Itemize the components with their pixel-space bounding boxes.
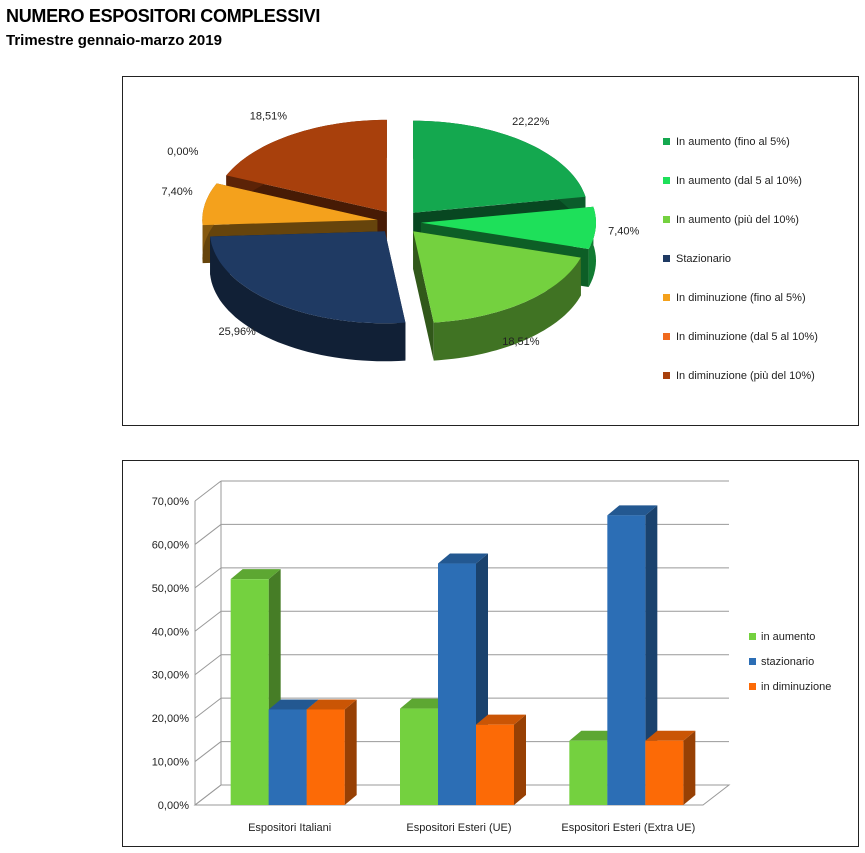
- pie-legend: In aumento (fino al 5%) In aumento (dal 5…: [663, 136, 818, 382]
- y-tick-label: 0,00%: [158, 800, 189, 812]
- bar-legend-label: in aumento: [761, 631, 815, 643]
- pie-slice: [210, 231, 406, 324]
- bar-top: [268, 699, 319, 710]
- pie-slice: [413, 231, 581, 323]
- bar: [645, 740, 684, 805]
- pie-legend-swatch: [663, 333, 670, 340]
- bar-top: [476, 714, 526, 725]
- pie-legend-label: Stazionario: [676, 253, 731, 265]
- y-tick-label: 10,00%: [152, 757, 190, 769]
- y-tick-label: 60,00%: [152, 539, 190, 551]
- bar: [438, 563, 476, 805]
- gridline-side: [194, 654, 222, 676]
- floor: [193, 784, 731, 806]
- bar-top: [400, 698, 450, 709]
- pie-slice-wall: [413, 231, 434, 361]
- x-category-label: Espositori Esteri (UE): [406, 822, 511, 834]
- bar-legend-label: stazionario: [761, 656, 814, 668]
- pie-legend-swatch: [663, 216, 670, 223]
- bar-chart: 0,00% 10,00% 20,00% 30,00% 40,00% 50,00% 60,00…: [152, 480, 831, 834]
- pie-data-label: 18,51%: [250, 110, 288, 122]
- x-category-label: Espositori Esteri (Extra UE): [561, 822, 695, 834]
- bar-legend-label: in diminuzione: [761, 681, 831, 693]
- bar-top: [230, 569, 281, 580]
- x-category-label: Espositori Italiani: [248, 822, 331, 834]
- bar-top: [607, 505, 658, 516]
- pie-legend-swatch: [663, 372, 670, 379]
- bar: [569, 740, 608, 805]
- page-subtitle: Trimestre gennaio-marzo 2019: [6, 32, 222, 49]
- bar-legend-swatch: [749, 683, 756, 690]
- bar-legend-swatch: [749, 658, 756, 665]
- bar: [400, 708, 438, 805]
- gridline-side: [194, 567, 222, 589]
- pie-data-label: 7,40%: [608, 225, 639, 237]
- pie-data-label: 22,22%: [512, 116, 550, 128]
- y-tick-label: 50,00%: [152, 583, 190, 595]
- pie-data-label: 7,40%: [161, 186, 192, 198]
- pie-legend-swatch: [663, 138, 670, 145]
- bar-top: [645, 730, 696, 741]
- pie-slice-rim: [433, 257, 581, 361]
- bar: [476, 724, 514, 805]
- pie-labels: 22,22% 7,40% 18,51% 25,96% 7,40% 0,00% 18,51%: [161, 110, 639, 348]
- pie-tops: [202, 119, 596, 324]
- bar-top: [306, 699, 357, 710]
- pie-slice: [226, 119, 387, 212]
- gridline-side: [194, 524, 222, 545]
- bar-side: [683, 730, 696, 805]
- gridline-side: [194, 610, 222, 632]
- bar-legend-swatch: [749, 633, 756, 640]
- bar: [268, 709, 307, 805]
- pie-legend-label: In aumento (dal 5 al 10%): [676, 175, 802, 187]
- bar: [230, 579, 269, 805]
- bar-series: Espositori Italiani Espositori Esteri (UE…: [230, 505, 696, 834]
- gridline-side: [194, 741, 222, 762]
- y-tick-label: 70,00%: [152, 496, 190, 508]
- gridline-side: [194, 697, 222, 719]
- pie-data-label: 25,96%: [219, 326, 257, 338]
- bar-side: [344, 699, 357, 805]
- pie-data-label: 0,00%: [167, 146, 198, 158]
- bar-side: [645, 505, 658, 805]
- pie-chart: 22,22% 7,40% 18,51% 25,96% 7,40% 0,00% 18,51% I…: [161, 110, 818, 382]
- page-title: NUMERO ESPOSITORI COMPLESSIVI: [6, 6, 321, 26]
- pie-chart-panel: 22,22% 7,40% 18,51% 25,96% 7,40% 0,00% 18,51% I…: [122, 76, 859, 426]
- pie-legend-swatch: [663, 294, 670, 301]
- pie-legend-swatch: [663, 177, 670, 184]
- y-tick-label: 30,00%: [152, 670, 190, 682]
- pie-legend-label: In diminuzione (più del 10%): [676, 370, 815, 382]
- pie-data-label: 18,51%: [502, 336, 540, 348]
- bar-top: [569, 730, 620, 741]
- bar: [306, 709, 345, 805]
- bar-side: [514, 714, 526, 805]
- pie-slice: [413, 120, 586, 213]
- y-tick-label: 40,00%: [152, 626, 190, 638]
- pie-legend-label: In diminuzione (fino al 5%): [676, 292, 806, 304]
- y-tick-label: 20,00%: [152, 713, 190, 725]
- pie-legend-swatch: [663, 255, 670, 262]
- bar-top: [438, 553, 488, 564]
- bar: [607, 515, 646, 805]
- pie-slice: [202, 183, 378, 226]
- gridline-side: [194, 480, 222, 502]
- bar-legend: in aumento stazionario in diminuzione: [749, 631, 831, 693]
- bar-chart-panel: 0,00% 10,00% 20,00% 30,00% 40,00% 50,00% 60,00…: [122, 460, 859, 847]
- pie-legend-label: In aumento (fino al 5%): [676, 136, 790, 148]
- pie-legend-label: In diminuzione (dal 5 al 10%): [676, 331, 818, 343]
- pie-slice: [421, 206, 596, 249]
- pie-legend-label: In aumento (più del 10%): [676, 214, 799, 226]
- pie-slice-rim: [210, 236, 406, 362]
